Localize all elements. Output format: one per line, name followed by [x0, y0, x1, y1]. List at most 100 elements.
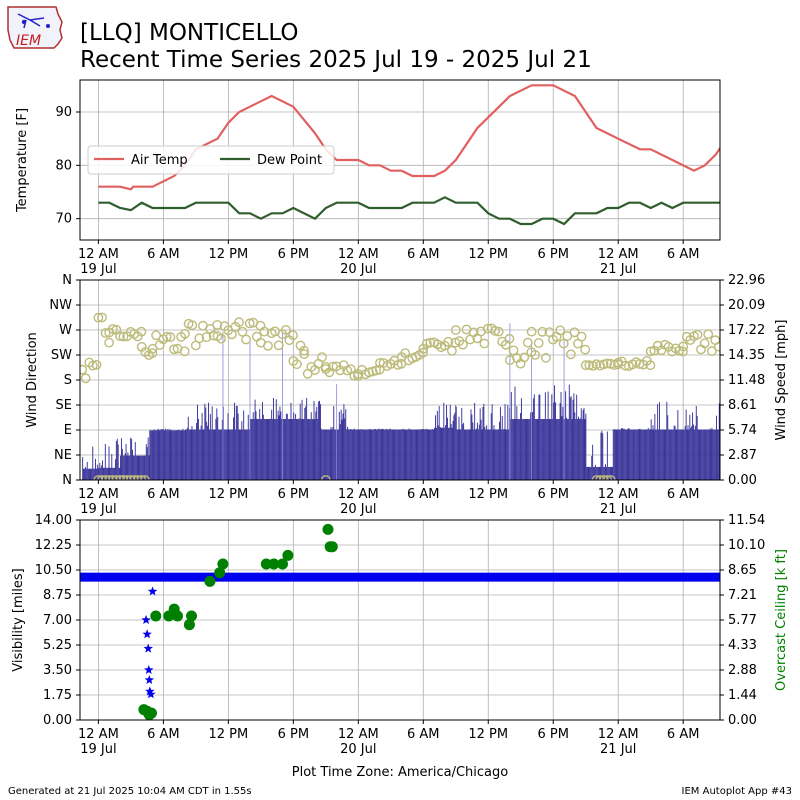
wind-speed-bar	[362, 429, 364, 480]
wind-speed-bar	[552, 419, 554, 480]
wind-speed-bar	[210, 429, 212, 480]
wind-speed-bar	[542, 419, 544, 480]
wind-speed-bar	[714, 429, 716, 480]
visibility-baseline-band	[80, 572, 720, 582]
wind-speed-bar	[645, 429, 647, 480]
wind-direction-point	[115, 331, 125, 341]
wind-speed-bar	[179, 430, 181, 480]
x-tick-label-date: 21 Jul	[600, 502, 636, 517]
wind-speed-bar	[459, 429, 461, 480]
wind-speed-bar	[686, 429, 688, 480]
wind-speed-bar	[666, 401, 668, 480]
wind-speed-bar	[253, 419, 255, 480]
wind-speed-bar	[643, 429, 645, 480]
wind-speed-bar	[284, 419, 286, 480]
y-tick-label-right: 1.44	[728, 688, 757, 703]
wind-speed-bar	[393, 429, 395, 480]
wind-speed-bar	[583, 407, 585, 480]
legend-box	[87, 145, 335, 175]
wind-speed-bar	[270, 418, 272, 480]
wind-speed-bar	[534, 419, 536, 480]
wind-speed-bar	[263, 419, 265, 480]
wind-direction-point	[97, 312, 107, 323]
wind-speed-bar	[606, 431, 608, 480]
wind-speed-bar	[623, 428, 625, 480]
wind-speed-bar	[535, 419, 537, 480]
wind-speed-bar	[222, 429, 224, 480]
x-tick-label: 6 PM	[537, 247, 568, 262]
wind-speed-bar	[578, 416, 579, 480]
wind-speed-bar	[653, 429, 655, 480]
wind-speed-bar	[261, 402, 263, 480]
wind-speed-bar	[135, 455, 137, 480]
wind-speed-bar	[574, 412, 576, 480]
wind-speed-bar	[247, 414, 249, 480]
visibility-point	[144, 665, 154, 674]
wind-speed-bar	[238, 429, 240, 480]
wind-direction-point	[706, 346, 717, 357]
wind-speed-bar	[710, 429, 712, 480]
wind-speed-bar	[655, 429, 657, 480]
wind-speed-bar	[356, 429, 358, 480]
wind-speed-bar	[538, 394, 540, 480]
wind-speed-bar	[212, 429, 214, 480]
wind-speed-bar	[519, 419, 521, 480]
wind-speed-bar	[214, 429, 216, 480]
wind-speed-bar	[91, 468, 93, 480]
wind-speed-bar	[192, 429, 194, 480]
wind-speed-bar	[408, 428, 410, 480]
wind-direction-point	[288, 330, 298, 341]
wind-speed-bar	[245, 429, 247, 480]
wind-direction-point	[519, 352, 530, 363]
wind-direction-point	[580, 344, 591, 355]
title-line-1: [LLQ] MONTICELLO	[80, 20, 298, 46]
y-tick-label-left: E	[64, 423, 72, 438]
wind-speed-bar	[443, 402, 445, 480]
wind-speed-bar	[380, 429, 382, 480]
wind-speed-bar	[454, 412, 456, 480]
wind-speed-bar	[473, 429, 475, 480]
wind-speed-bar	[694, 425, 696, 480]
wind-speed-bar	[368, 429, 370, 480]
wind-speed-bar	[487, 429, 489, 480]
wind-speed-bar	[660, 429, 662, 480]
wind-speed-bar	[387, 429, 389, 480]
wind-speed-bar	[582, 409, 584, 480]
wind-speed-bar	[631, 429, 633, 480]
wind-speed-bar	[297, 419, 299, 480]
wind-speed-bar	[678, 429, 680, 480]
wind-speed-bar	[469, 429, 471, 480]
wind-speed-bar	[523, 419, 525, 480]
wind-direction-point	[241, 334, 252, 345]
wind-speed-bar	[301, 399, 303, 480]
wind-speed-bar	[364, 429, 366, 480]
wind-speed-bar	[639, 428, 641, 480]
wind-speed-bar	[128, 455, 130, 480]
wind-speed-bar	[486, 425, 488, 480]
wind-speed-bar	[555, 402, 556, 480]
x-tick-label: 12 AM	[598, 487, 639, 502]
wind-speed-bar	[131, 438, 133, 480]
wind-speed-bar	[618, 429, 620, 480]
legend: Air Temp Dew Point	[87, 145, 335, 175]
wind-speed-bar	[209, 413, 211, 480]
wind-speed-bar	[703, 429, 705, 480]
wind-speed-bar	[313, 400, 315, 480]
wind-speed-bar	[565, 391, 567, 480]
wind-speed-bar	[153, 429, 155, 480]
wind-speed-bar	[664, 429, 666, 480]
plot-area	[80, 523, 720, 720]
wind-speed-bar	[652, 425, 654, 480]
wind-speed-bar	[203, 429, 205, 480]
wind-speed-bar	[636, 429, 638, 480]
wind-speed-bar	[376, 429, 378, 480]
wind-speed-bar	[293, 412, 295, 480]
wind-speed-bar	[395, 429, 397, 480]
wind-speed-bar	[439, 427, 441, 480]
legend-label: Dew Point	[257, 153, 322, 168]
wind-speed-bar	[400, 429, 402, 480]
ceiling-point	[150, 610, 162, 622]
wind-speed-bar	[502, 429, 504, 480]
wind-direction-point	[490, 325, 500, 336]
wind-speed-bar	[478, 424, 480, 480]
